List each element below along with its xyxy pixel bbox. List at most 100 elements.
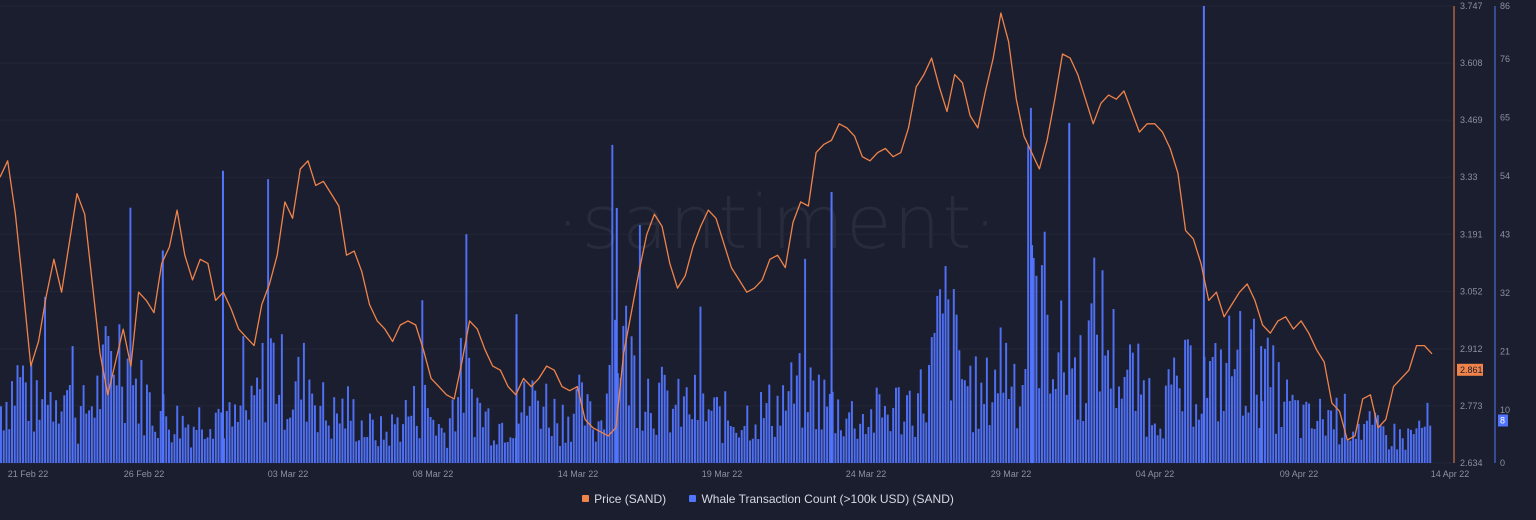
whale-bar [269, 338, 272, 463]
whale-bar [382, 439, 385, 463]
whale-bar [757, 439, 760, 463]
whale-bar [443, 432, 446, 463]
whale-bar [831, 391, 834, 463]
whale-bar [1385, 435, 1388, 463]
whale-bar [278, 394, 281, 463]
whale-bar [622, 325, 625, 463]
whale-bar [616, 373, 619, 463]
whale-bar [247, 419, 250, 463]
whale-bar [950, 400, 953, 463]
whale-bar [955, 314, 958, 463]
whale-bar [1368, 411, 1371, 463]
whale-bar [264, 422, 267, 463]
whale-bar [492, 440, 495, 463]
price-tick-label: 2.773 [1460, 401, 1483, 411]
legend-item-price[interactable]: Price (SAND) [582, 492, 666, 506]
whale-bar [1357, 423, 1360, 463]
whale-bar [363, 437, 366, 463]
whale-bar [762, 418, 765, 463]
whale-bar [1299, 438, 1302, 463]
whale-bar [1247, 412, 1250, 463]
whale-bar [1335, 397, 1338, 463]
whale-bar [594, 441, 597, 463]
whale-bar [300, 399, 303, 463]
whale-bar [1294, 400, 1297, 463]
whale-bar [1046, 314, 1049, 463]
whale-bar [66, 390, 69, 463]
whale-bar [96, 375, 99, 463]
whale-bar [8, 429, 11, 463]
whale-bar [677, 378, 680, 463]
whale-bar [944, 266, 947, 463]
whale-bar [286, 419, 289, 463]
whale-bar [1241, 415, 1244, 463]
whale-bar [1374, 412, 1377, 463]
whale-bar [330, 438, 333, 463]
whale-bar [1283, 401, 1286, 463]
whale-bar [1074, 357, 1076, 463]
whale-bar [663, 374, 666, 463]
whale-bar [212, 438, 214, 463]
whale-bar [327, 425, 330, 463]
whale-bar [1365, 420, 1368, 463]
whale-bar-spike [161, 250, 164, 463]
whale-bar [198, 407, 201, 463]
whale-bar [1319, 398, 1322, 463]
whale-bar [316, 432, 319, 463]
whale-bar [1379, 425, 1382, 463]
whale-bar [1291, 394, 1294, 463]
whale-bar [729, 426, 732, 463]
whale-bar [859, 423, 862, 463]
whale-bar [129, 207, 132, 463]
whale-bar [1085, 403, 1087, 463]
whale-bar [1197, 419, 1200, 463]
whale-bar [214, 412, 217, 463]
whale-bar [644, 411, 647, 463]
whale-bar [1244, 405, 1247, 463]
whale-bar [1382, 426, 1385, 463]
whale-bar [1123, 376, 1126, 463]
whale-bar [179, 438, 181, 463]
whale-bar [886, 414, 889, 463]
whale-bar [1184, 339, 1187, 463]
whale-bar [1308, 403, 1311, 463]
whale-bar [1255, 394, 1258, 463]
whale-bar [487, 408, 490, 463]
whale-bar [225, 411, 228, 463]
whale-bar [875, 387, 878, 463]
whale-bar [1016, 428, 1019, 463]
whale-bar [335, 413, 338, 463]
whale-bar [608, 364, 611, 463]
whale-bar [754, 424, 757, 463]
whale-bar [1115, 408, 1118, 463]
whale-bar [305, 421, 308, 463]
whale-bar-spike [1068, 122, 1071, 463]
whale-bar [495, 444, 498, 463]
whale-bar [1181, 411, 1184, 463]
whale-bar [1175, 375, 1178, 463]
price-tick-label: 2.912 [1460, 344, 1483, 354]
whale-bar [126, 358, 129, 463]
whale-bar [1360, 439, 1363, 463]
whale-bar [60, 411, 63, 463]
whale-bar [470, 388, 473, 463]
whale-bar [1137, 343, 1140, 463]
legend-item-whale[interactable]: Whale Transaction Count (>100k USD) (SAN… [689, 492, 954, 506]
whale-bar [272, 342, 275, 463]
whale-bar [966, 386, 969, 463]
whale-bar [647, 378, 650, 463]
whale-bar [57, 423, 60, 463]
whale-bar [1062, 372, 1065, 463]
whale-bar [520, 412, 523, 463]
whale-bar [1027, 145, 1030, 464]
whale-bar [517, 423, 520, 463]
whale-bar [512, 438, 515, 463]
whale-bar [448, 418, 451, 463]
whale-bar [828, 393, 831, 463]
whale-bar [765, 403, 768, 463]
whale-bar [280, 334, 283, 463]
whale-bar [154, 431, 157, 463]
whale-bar [1002, 392, 1005, 463]
whale-bar [1107, 350, 1109, 463]
whale-bar [751, 438, 754, 463]
